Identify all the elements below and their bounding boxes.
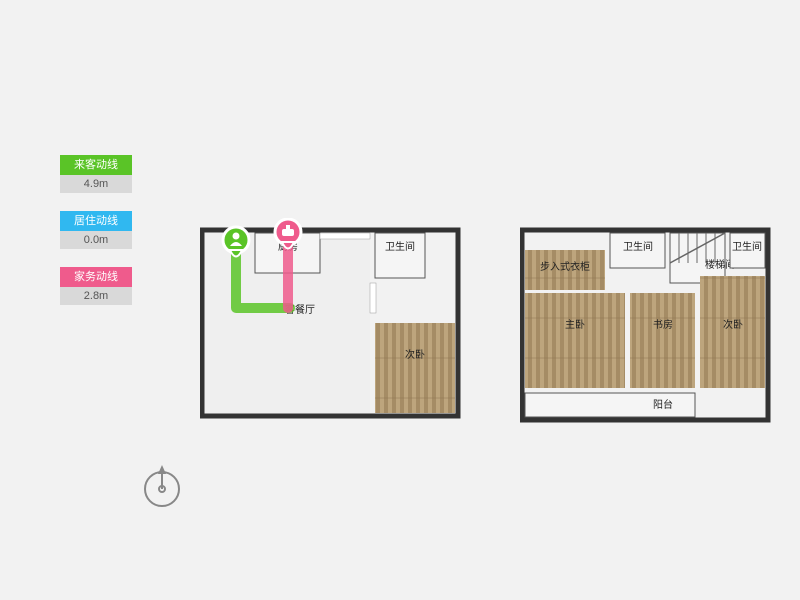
room-master (525, 293, 625, 388)
legend-label: 家务动线 (60, 267, 132, 287)
room-label-bath3: 卫生间 (732, 240, 762, 253)
legend-label: 来客动线 (60, 155, 132, 175)
room-bath1 (375, 233, 425, 278)
room-label-walkin: 步入式衣柜 (540, 260, 590, 273)
room-study (630, 293, 695, 388)
room-label-bath1: 卫生间 (385, 240, 415, 253)
rooms: 步入式衣柜卫生间楼梯间卫生间主卧书房次卧阳台 (522, 230, 768, 420)
floorplan-floor2: 步入式衣柜卫生间楼梯间卫生间主卧书房次卧阳台 (520, 218, 780, 428)
compass-icon (140, 465, 184, 509)
opening (370, 283, 376, 313)
room-bedroom2 (375, 323, 455, 413)
legend: 来客动线 4.9m 居住动线 0.0m 家务动线 2.8m (60, 155, 132, 323)
floorplan-floor1: 客餐厅厨房卫生间次卧 (200, 218, 470, 428)
opening (320, 233, 370, 239)
room-label-bath2: 卫生间 (623, 240, 653, 253)
room-label-bedroom3: 次卧 (723, 318, 743, 331)
legend-item-chore: 家务动线 2.8m (60, 267, 132, 305)
legend-value: 2.8m (60, 287, 132, 305)
room-label-study: 书房 (653, 318, 673, 331)
legend-item-guest: 来客动线 4.9m (60, 155, 132, 193)
legend-value: 4.9m (60, 175, 132, 193)
room-label-balcony: 阳台 (653, 398, 673, 411)
room-bedroom3 (700, 276, 765, 388)
legend-label: 居住动线 (60, 211, 132, 231)
legend-value: 0.0m (60, 231, 132, 249)
room-label-master: 主卧 (565, 318, 585, 331)
room-label-bedroom2: 次卧 (405, 348, 425, 361)
legend-item-living: 居住动线 0.0m (60, 211, 132, 249)
